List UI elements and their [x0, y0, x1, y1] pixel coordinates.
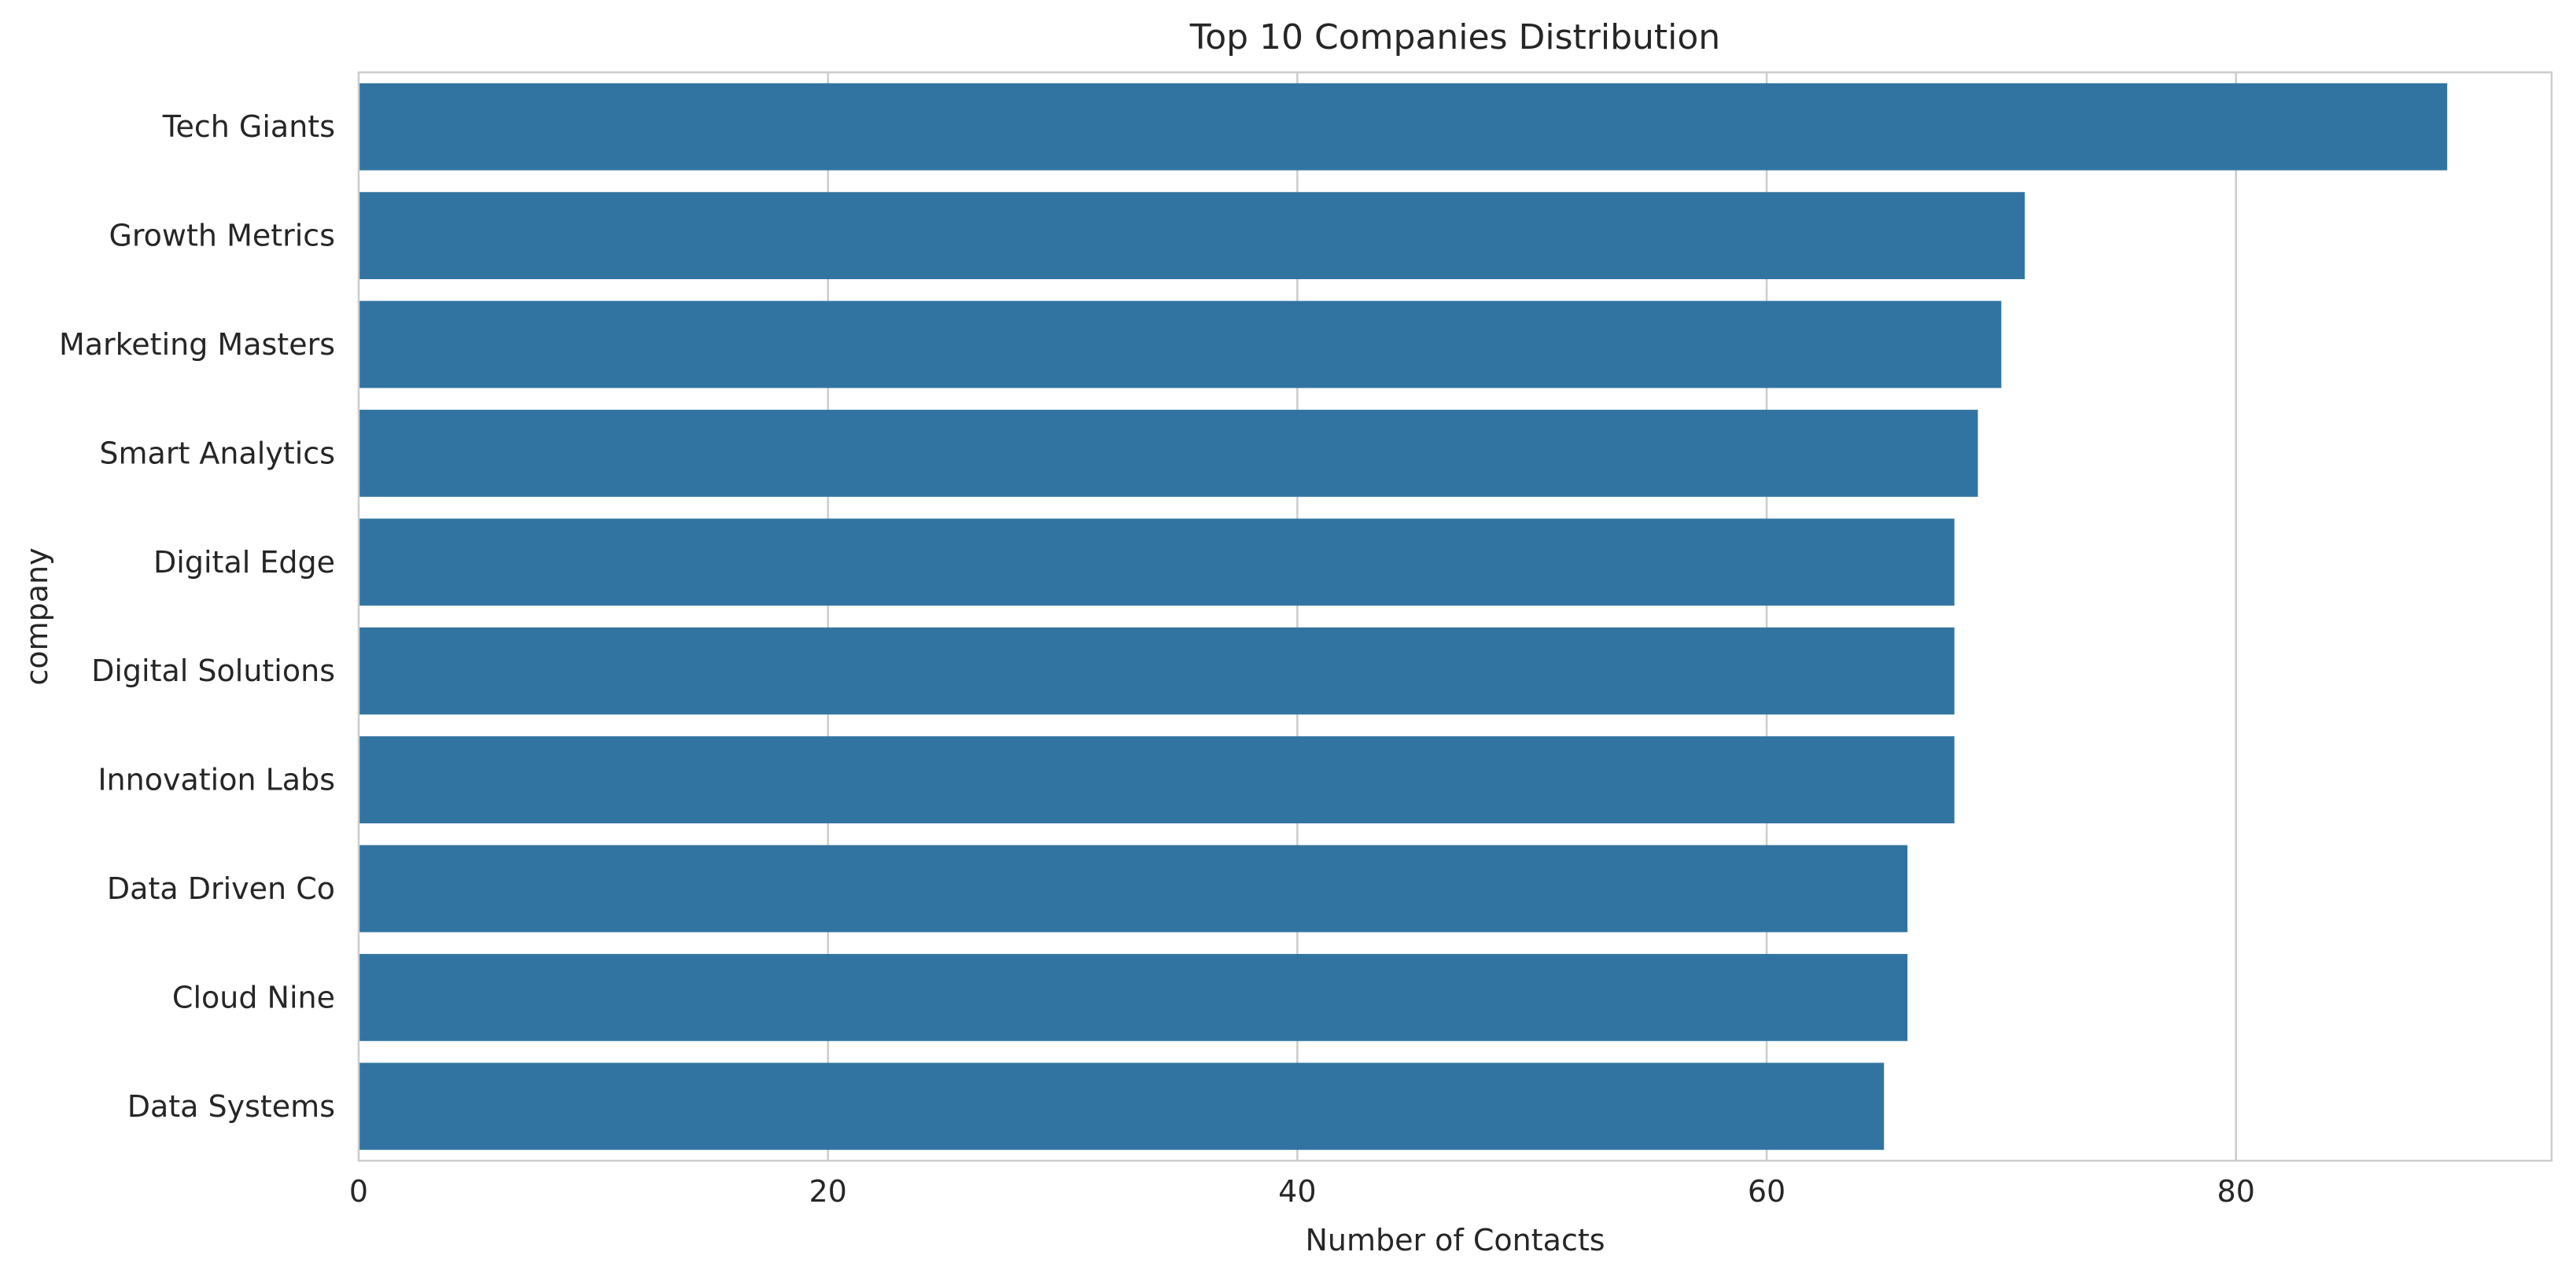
x-tick-label: 60 — [1748, 1174, 1786, 1209]
y-tick-label: Data Driven Co — [107, 871, 335, 906]
y-tick-label: Data Systems — [127, 1089, 335, 1124]
y-tick-label: Cloud Nine — [172, 980, 335, 1014]
x-axis-label: Number of Contacts — [1305, 1223, 1605, 1257]
y-tick-label: Marketing Masters — [59, 327, 335, 362]
bar — [359, 192, 2025, 279]
bar — [359, 83, 2448, 171]
bar — [359, 845, 1908, 933]
x-tick-label: 80 — [2217, 1174, 2255, 1209]
bar — [359, 627, 1955, 715]
y-tick-labels: Tech Giants Growth Metrics Marketing Maste… — [59, 109, 335, 1124]
y-tick-label: Innovation Labs — [98, 763, 335, 797]
bar — [359, 736, 1955, 823]
x-tick-label: 20 — [809, 1174, 847, 1209]
bars — [359, 83, 2448, 1151]
y-tick-label: Digital Edge — [153, 545, 335, 580]
bar — [359, 410, 1978, 497]
bar — [359, 954, 1908, 1041]
y-tick-label: Smart Analytics — [99, 436, 335, 470]
bar — [359, 300, 2002, 388]
plot-frame — [357, 71, 2553, 1162]
y-tick-label: Tech Giants — [162, 109, 335, 144]
chart-title: Top 10 Companies Distribution — [1189, 17, 1720, 57]
bar — [359, 518, 1955, 606]
x-tick-labels: 0 20 40 60 80 — [349, 1174, 2255, 1209]
x-tick-label: 0 — [349, 1174, 368, 1209]
y-axis-label: company — [20, 547, 54, 685]
y-tick-label: Digital Solutions — [91, 654, 335, 688]
bar — [359, 1062, 1885, 1151]
y-tick-label: Growth Metrics — [109, 219, 335, 253]
x-tick-label: 40 — [1278, 1174, 1316, 1209]
